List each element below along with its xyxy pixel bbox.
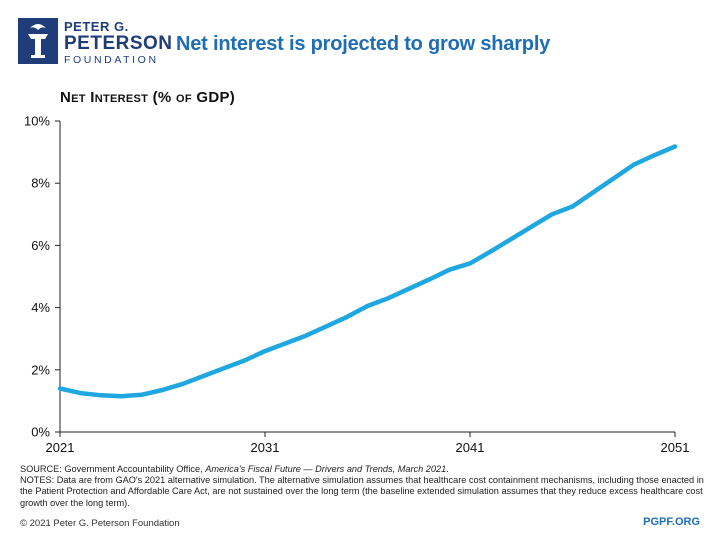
logo: PETER G. PETERSON FOUNDATION	[18, 18, 172, 65]
x-tick-label: 2041	[456, 440, 485, 455]
source-suffix: .	[446, 464, 449, 474]
page-title: Net interest is projected to grow sharpl…	[176, 33, 551, 55]
y-tick-label: 10%	[24, 114, 50, 129]
logo-text: PETER G. PETERSON FOUNDATION	[64, 20, 173, 66]
copyright: © 2021 Peter G. Peterson Foundation	[20, 518, 180, 529]
source-note: SOURCE: Government Accountability Office…	[20, 464, 705, 475]
y-tick-label: 4%	[31, 300, 50, 315]
x-tick-label: 2031	[251, 440, 280, 455]
y-tick-label: 8%	[31, 176, 50, 191]
logo-line2: PETERSON	[64, 33, 173, 54]
chart-title: Net Interest (% of GDP)	[60, 89, 236, 106]
y-tick-label: 0%	[31, 425, 50, 440]
logo-line1: PETER G.	[64, 19, 129, 34]
torch-icon	[18, 18, 58, 64]
site-link[interactable]: PGPF.ORG	[643, 516, 700, 528]
y-tick-label: 2%	[31, 362, 50, 377]
x-tick-label: 2051	[661, 440, 690, 455]
notes: SOURCE: Government Accountability Office…	[20, 464, 705, 509]
source-title: America's Fiscal Future — Drivers and Tr…	[205, 464, 447, 474]
y-tick-label: 6%	[31, 238, 50, 253]
source-prefix: SOURCE: Government Accountability Office…	[20, 464, 206, 474]
x-tick-label: 2021	[46, 440, 75, 455]
logo-line3: FOUNDATION	[64, 54, 159, 66]
series-line	[57, 144, 678, 399]
notes-text: NOTES: Data are from GAO's 2021 alternat…	[20, 475, 704, 508]
